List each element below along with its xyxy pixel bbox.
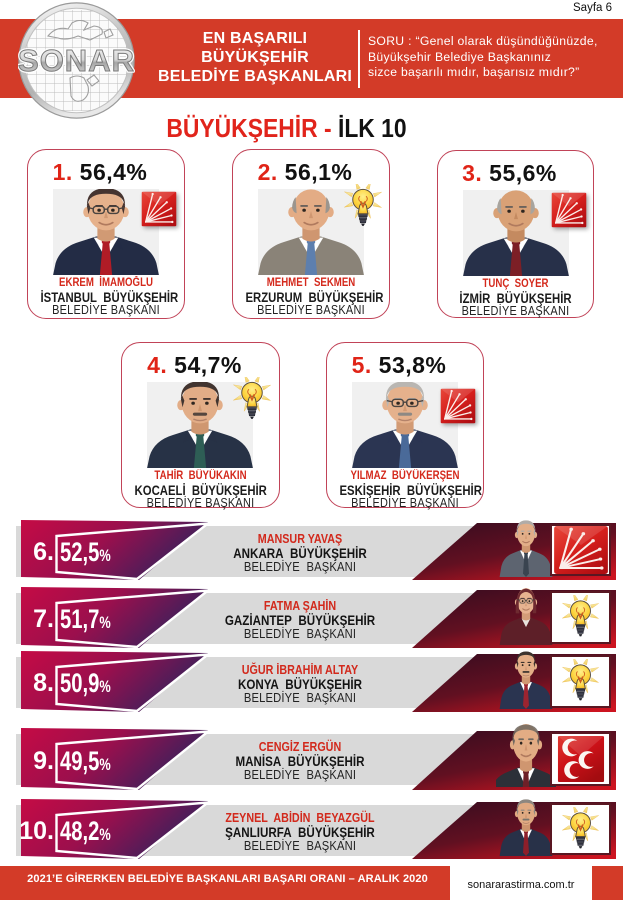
- svg-text:SONAR: SONAR: [18, 43, 135, 78]
- svg-text:SONAR: SONAR: [18, 43, 135, 78]
